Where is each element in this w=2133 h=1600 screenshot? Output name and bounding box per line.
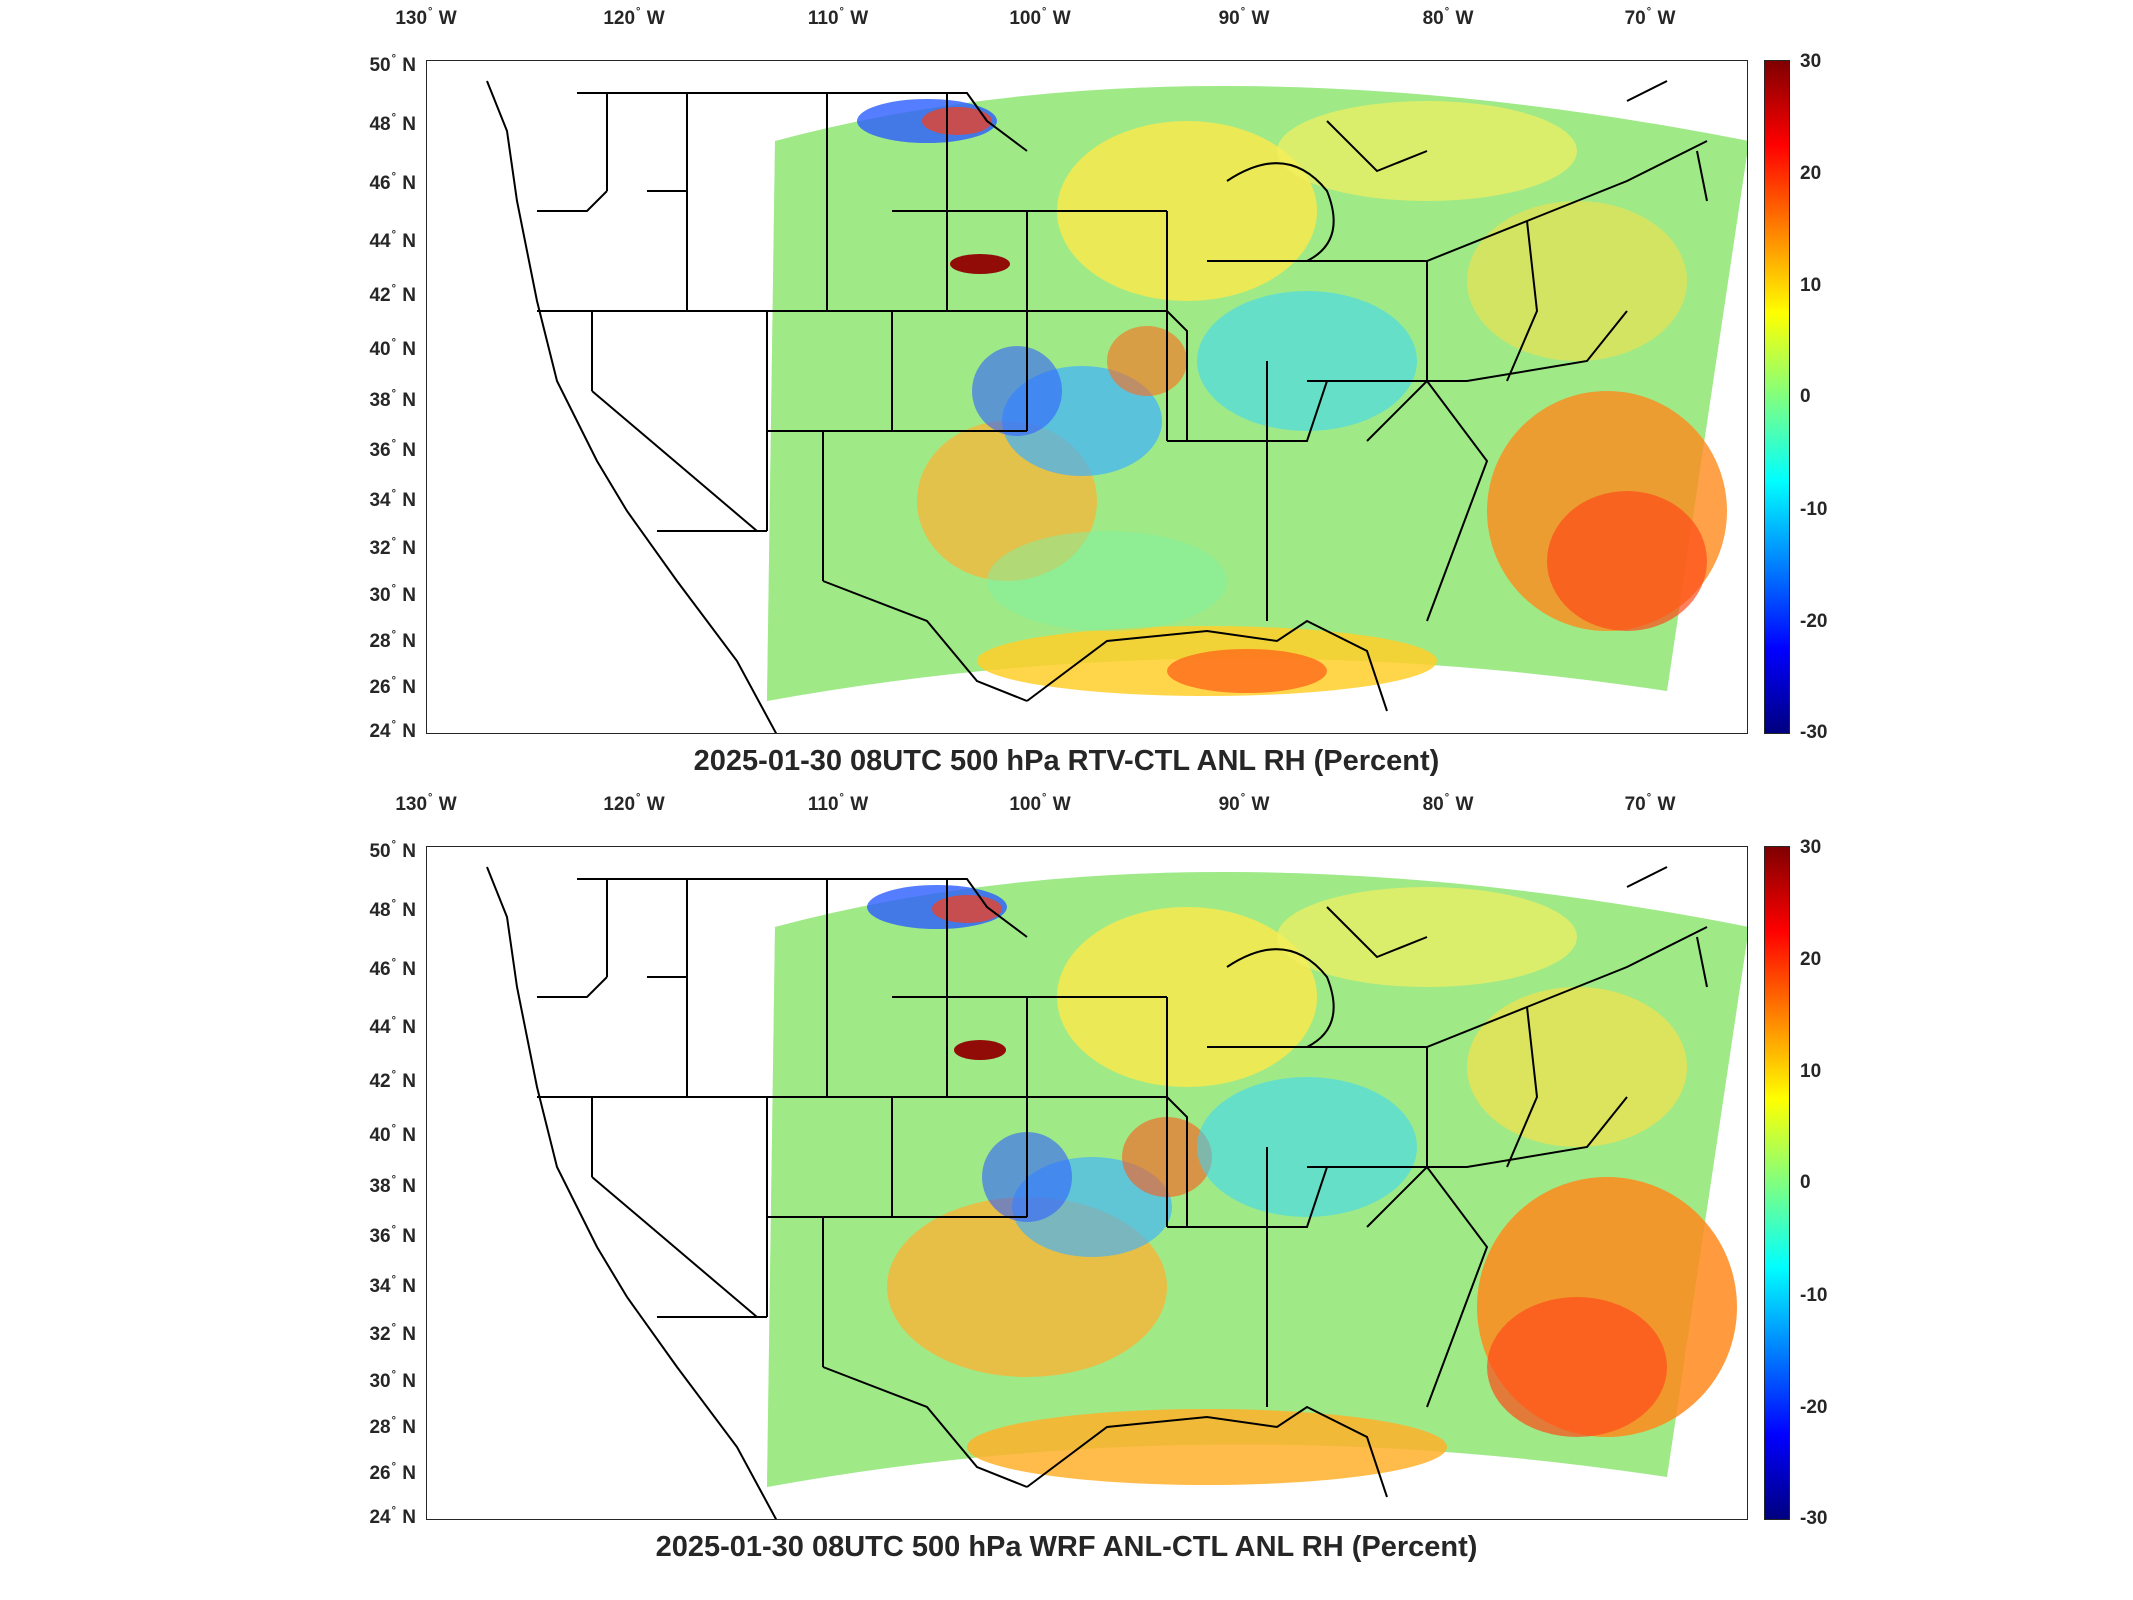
lat-label: 28° N	[369, 1415, 416, 1438]
lat-label: 34° N	[369, 488, 416, 511]
lat-label: 48° N	[369, 898, 416, 921]
map-frame	[426, 60, 1748, 734]
lat-label: 26° N	[369, 675, 416, 698]
lat-label: 46° N	[369, 957, 416, 980]
lon-label: 90° W	[1218, 792, 1270, 815]
colorbar-tick-label: -20	[1800, 1397, 1828, 1418]
lon-label: 100° W	[1009, 792, 1071, 815]
lat-label: 30° N	[369, 1369, 416, 1392]
colorbar-tick-label: 0	[1800, 386, 1811, 407]
colorbar-tick-label: -10	[1800, 499, 1828, 520]
lat-label: 34° N	[369, 1274, 416, 1297]
lon-label: 120° W	[603, 6, 665, 29]
lat-label: 50° N	[369, 53, 416, 76]
map-frame	[426, 846, 1748, 1520]
lon-label: 80° W	[1422, 792, 1474, 815]
lat-label: 42° N	[369, 283, 416, 306]
colorbar-tick-label: -30	[1800, 722, 1828, 743]
lat-label: 38° N	[369, 1174, 416, 1197]
lat-label: 26° N	[369, 1461, 416, 1484]
lat-label: 24° N	[369, 719, 416, 742]
lat-label: 44° N	[369, 1015, 416, 1038]
lat-label: 36° N	[369, 1224, 416, 1247]
lat-label: 38° N	[369, 388, 416, 411]
lat-label: 24° N	[369, 1505, 416, 1528]
colorbar	[1764, 846, 1790, 1520]
lon-label: 110° W	[807, 6, 869, 29]
lat-label: 32° N	[369, 536, 416, 559]
lat-label: 28° N	[369, 629, 416, 652]
lat-label: 48° N	[369, 112, 416, 135]
colorbar-tick-label: 30	[1800, 51, 1822, 72]
lat-label: 50° N	[369, 839, 416, 862]
colorbar-tick-label: 10	[1800, 1061, 1822, 1082]
lon-label: 90° W	[1218, 6, 1270, 29]
lat-label: 32° N	[369, 1322, 416, 1345]
colorbar-tick-label: -20	[1800, 611, 1828, 632]
lon-label: 120° W	[603, 792, 665, 815]
lat-label: 36° N	[369, 438, 416, 461]
lon-label: 70° W	[1624, 792, 1676, 815]
lon-label: 110° W	[807, 792, 869, 815]
lon-label: 70° W	[1624, 6, 1676, 29]
lon-label: 130° W	[395, 6, 457, 29]
lon-label: 130° W	[395, 792, 457, 815]
lon-label: 80° W	[1422, 6, 1474, 29]
panel-title: 2025-01-30 08UTC 500 hPa WRF ANL-CTL ANL…	[655, 1531, 1478, 1563]
colorbar-tick-label: -10	[1800, 1285, 1828, 1306]
lon-label: 100° W	[1009, 6, 1071, 29]
colorbar-tick-label: -30	[1800, 1508, 1828, 1529]
lat-label: 40° N	[369, 1123, 416, 1146]
lat-label: 40° N	[369, 337, 416, 360]
colorbar-tick-label: 20	[1800, 949, 1822, 970]
colorbar-tick-label: 20	[1800, 163, 1822, 184]
panel-title: 2025-01-30 08UTC 500 hPa RTV-CTL ANL RH …	[693, 745, 1440, 777]
colorbar-tick-label: 0	[1800, 1172, 1811, 1193]
lat-label: 46° N	[369, 171, 416, 194]
rh-difference-map	[486, 866, 1747, 1519]
colorbar-tick-label: 10	[1800, 275, 1822, 296]
lat-label: 30° N	[369, 583, 416, 606]
lat-label: 42° N	[369, 1069, 416, 1092]
colorbar-tick-label: 30	[1800, 837, 1822, 858]
lat-label: 44° N	[369, 229, 416, 252]
colorbar	[1764, 60, 1790, 734]
rh-difference-map	[486, 80, 1747, 733]
